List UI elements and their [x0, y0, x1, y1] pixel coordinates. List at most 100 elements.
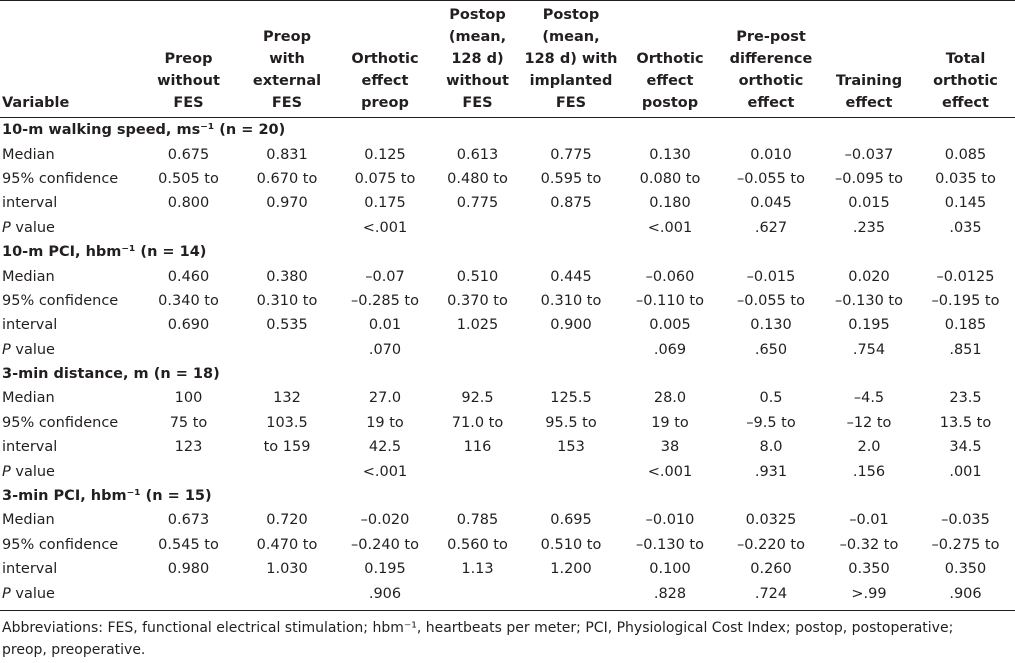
cell: .156	[852, 463, 886, 480]
data-row: P value <.001 <.001 .931 .156 .001	[0, 459, 1015, 483]
data-row: P value <.001 <.001 .627 .235 .035	[0, 216, 1015, 240]
cell: 0.775	[550, 146, 592, 163]
cell: –0.015	[746, 268, 796, 285]
cell: .724	[754, 585, 788, 602]
cell: –0.110 to	[636, 292, 704, 309]
cell: 0.535	[266, 317, 308, 334]
data-row: Median 0.673 0.720 –0.020 0.785 0.695 –0.010 0.…	[0, 508, 1015, 532]
cell: <.001	[362, 219, 408, 236]
cell	[522, 581, 620, 610]
table-header: Variable Preop without FES Preop with exte…	[0, 0, 1015, 118]
cell: 0.595 to	[540, 170, 602, 187]
cell: >.99	[851, 585, 887, 602]
cell: 0.690	[167, 317, 210, 334]
cell: 2.0	[857, 439, 881, 456]
data-row: interval 123 to 159 42.5 116 153 38 8.0 2.0 34.5	[0, 435, 1015, 459]
cell: 0.015	[848, 195, 890, 212]
cell: 0.195	[364, 561, 406, 578]
table-body: 10-m walking speed, ms⁻¹ (n = 20) Median 0…	[0, 118, 1015, 611]
column-header: Orthotic effect postop	[636, 51, 704, 111]
cell: 100	[174, 390, 203, 407]
cell: 0.445	[550, 268, 592, 285]
cell: <.001	[647, 219, 693, 236]
cell	[522, 216, 620, 240]
cell: –0.32 to	[839, 536, 899, 553]
cell: 0.545 to	[158, 536, 219, 553]
cell: 0.980	[167, 561, 210, 578]
cell	[433, 581, 522, 610]
data-row: interval 0.690 0.535 0.01 1.025 0.900 0.005 0.1…	[0, 313, 1015, 337]
data-row: 95% confidence 0.545 to 0.470 to –0.240 to 0…	[0, 533, 1015, 557]
cell: 0.785	[456, 512, 499, 529]
cell: 75 to	[169, 414, 208, 431]
cell: .035	[949, 219, 982, 236]
cell: .235	[852, 219, 886, 236]
cell: 0.075 to	[354, 170, 416, 187]
cell: 0.130	[649, 146, 691, 163]
row-label: Median	[2, 512, 55, 529]
cell: 0.875	[550, 195, 592, 212]
data-row: 95% confidence 75 to 103.5 19 to 71.0 to 95.5…	[0, 411, 1015, 435]
cell: 0.670 to	[256, 170, 318, 187]
cell: 116	[463, 439, 492, 456]
cell: 0.035 to	[935, 170, 996, 187]
cell: 0.673	[167, 512, 210, 529]
cell: 0.470 to	[256, 536, 318, 553]
column-header: Orthotic effect preop	[351, 51, 419, 111]
cell: 1.030	[266, 561, 308, 578]
section-row: 3-min PCI, hbm⁻¹ (n = 15)	[0, 484, 1015, 508]
cell: .906	[949, 585, 982, 602]
row-label: P value	[2, 341, 55, 358]
cell: –0.220 to	[737, 536, 805, 553]
cell: 0.125	[364, 146, 406, 163]
cell: <.001	[362, 463, 408, 480]
row-label: interval	[2, 561, 58, 578]
cell: 1.025	[456, 317, 499, 334]
cell: 0.613	[456, 146, 499, 163]
cell: 153	[557, 439, 585, 456]
column-header: Postop (mean, 128 d) with implanted FES	[524, 7, 618, 111]
cell: 0.010	[750, 146, 792, 163]
data-table: Variable Preop without FES Preop with exte…	[0, 0, 1015, 611]
cell: 0.175	[364, 195, 406, 212]
cell	[522, 338, 620, 362]
section-row: 10-m walking speed, ms⁻¹ (n = 20)	[0, 118, 1015, 143]
cell: 0.5	[759, 390, 783, 407]
cell: 8.0	[759, 439, 783, 456]
cell	[433, 338, 522, 362]
cell	[140, 338, 237, 362]
data-row: 95% confidence 0.340 to 0.310 to –0.285 to 0…	[0, 289, 1015, 313]
section-title: 10-m walking speed, ms⁻¹ (n = 20)	[2, 122, 286, 139]
cell: 0.340 to	[158, 292, 219, 309]
row-label: 95% confidence	[2, 536, 119, 553]
cell: 0.045	[750, 195, 792, 212]
cell: .070	[368, 341, 402, 358]
cell: 0.970	[266, 195, 308, 212]
cell: <.001	[647, 463, 693, 480]
cell	[140, 459, 237, 483]
cell: 0.180	[649, 195, 691, 212]
section-title: 3-min PCI, hbm⁻¹ (n = 15)	[2, 488, 212, 505]
cell: 0.480 to	[447, 170, 508, 187]
cell: –0.095 to	[835, 170, 903, 187]
cell: –0.060	[645, 268, 695, 285]
column-header: Pre-post difference orthotic effect	[729, 29, 813, 111]
cell: 0.510	[456, 268, 499, 285]
cell: 0.310 to	[256, 292, 318, 309]
cell	[433, 459, 522, 483]
footnote: Abbreviations: FES, functional electrica…	[2, 619, 954, 658]
cell	[237, 581, 337, 610]
cell: –0.055 to	[737, 292, 805, 309]
cell: –0.0125	[936, 268, 995, 285]
row-label: interval	[2, 195, 58, 212]
cell: 1.13	[461, 561, 494, 578]
data-row: P value .070 .069 .650 .754 .851	[0, 338, 1015, 362]
cell: 0.350	[848, 561, 890, 578]
cell: to 159	[263, 439, 311, 456]
cell	[140, 216, 237, 240]
cell: 19 to	[651, 414, 689, 431]
cell	[140, 581, 237, 610]
cell: –0.130 to	[835, 292, 903, 309]
cell: –0.035	[941, 512, 990, 529]
row-label: interval	[2, 439, 58, 456]
